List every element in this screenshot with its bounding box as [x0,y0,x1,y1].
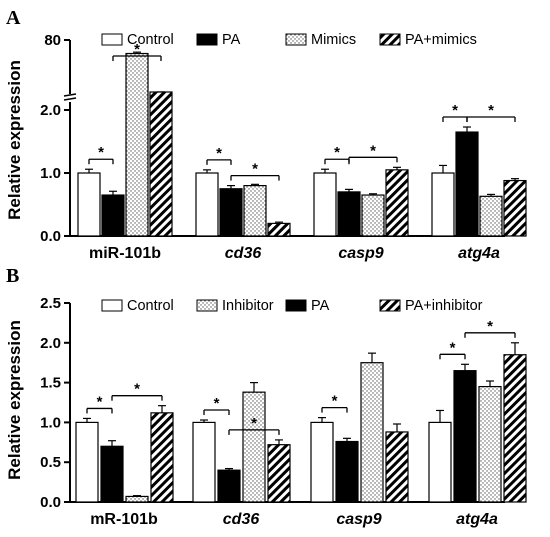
y-tick-label: 2.5 [40,295,61,312]
legend-label: Control [127,32,174,48]
y-axis-title: Relative expression [5,60,24,220]
legend-swatch [285,299,307,312]
y-tick-label: 80 [44,32,61,49]
x-category-label: cd36 [223,511,260,528]
significance-star: * [450,339,456,356]
bar [75,421,99,503]
x-category-label: atg4a [458,245,500,262]
plot-area: 0.0 1.0 2.0 80 miR-101b cd36 casp9 atg4a * * * * * * *… [40,32,527,262]
y-axis-title: Relative expression [5,320,24,480]
legend-swatch [285,33,307,46]
y-tick-label: 1.0 [40,165,61,182]
bar [267,222,291,237]
bar [125,52,149,237]
x-category-label: atg4a [456,511,498,528]
axis-break-mark [63,93,77,97]
legend-swatch [379,33,401,46]
y-tick-label: 0.5 [40,454,61,471]
bar [267,444,291,503]
legend-label: Mimics [311,32,356,48]
legend-swatch [196,33,218,46]
legend-swatch [196,299,218,312]
bar [101,194,125,237]
legend-label: PA [311,298,330,314]
significance-star: * [98,144,104,161]
x-category-label: casp9 [336,511,381,528]
bar [242,391,266,503]
legend-label: PA [222,32,241,48]
bar [217,469,241,503]
x-category-label: casp9 [338,245,383,262]
legend-label: Control [127,298,174,314]
y-tick-label: 1.0 [40,414,61,431]
significance-star: * [214,395,220,412]
bar [453,370,477,503]
bar [431,172,455,237]
legend: Control Inhibitor PA PA+inhibitor [101,298,483,314]
significance-star: * [216,145,222,162]
bar [310,421,334,503]
panel-a: A Relative expression Control PA Mimics PA+… [5,7,527,262]
x-category-label: mR-101b [90,511,158,528]
significance-star: * [251,415,257,432]
significance-star: * [134,41,140,58]
bar [479,195,503,237]
legend-label: Inhibitor [222,298,274,314]
bar [219,188,243,237]
bar [192,421,216,503]
bar [385,169,409,237]
bar [385,431,409,503]
y-tick-label: 0.0 [40,228,61,245]
panel-letter: A [6,7,21,29]
bar [243,185,267,237]
bar [455,131,479,237]
bar [77,172,101,237]
bar [503,354,527,503]
significance-star: * [332,393,338,410]
bar [100,445,124,503]
bar [195,172,219,237]
panel-letter: B [6,265,19,287]
bar [360,362,384,503]
bar [337,191,361,237]
legend: Control PA Mimics PA+mimics [101,32,477,48]
panel-b: B Relative expression Control Inhibitor PA… [5,265,527,528]
significance-star: * [134,381,140,398]
legend-swatch [101,33,123,46]
y-tick-label: 2.0 [40,102,61,119]
significance-star: * [97,393,103,410]
y-tick-label: 1.5 [40,375,61,392]
significance-star: * [334,144,340,161]
axis-break-mark [63,97,77,101]
legend-label: PA+mimics [405,32,477,48]
legend-label: PA+inhibitor [405,298,483,314]
bar [125,495,149,503]
significance-star: * [252,161,258,178]
significance-star: * [488,102,494,119]
bar [335,440,359,503]
significance-star: * [487,318,493,335]
bar [313,172,337,237]
y-tick-label: 0.0 [40,494,61,511]
bar [503,179,527,237]
significance-star: * [452,102,458,119]
y-tick-label: 2.0 [40,335,61,352]
bar [149,91,173,237]
legend-swatch [101,299,123,312]
bar [361,194,385,237]
bar [428,421,452,503]
plot-area: 0.0 0.5 1.0 1.5 2.0 2.5 mR-101b cd36 casp9 atg4a *… [40,295,527,528]
bar [150,412,174,503]
x-category-label: cd36 [225,245,262,262]
significance-star: * [370,142,376,159]
bar [478,385,502,503]
x-category-label: miR-101b [89,245,161,262]
legend-swatch [379,299,401,312]
